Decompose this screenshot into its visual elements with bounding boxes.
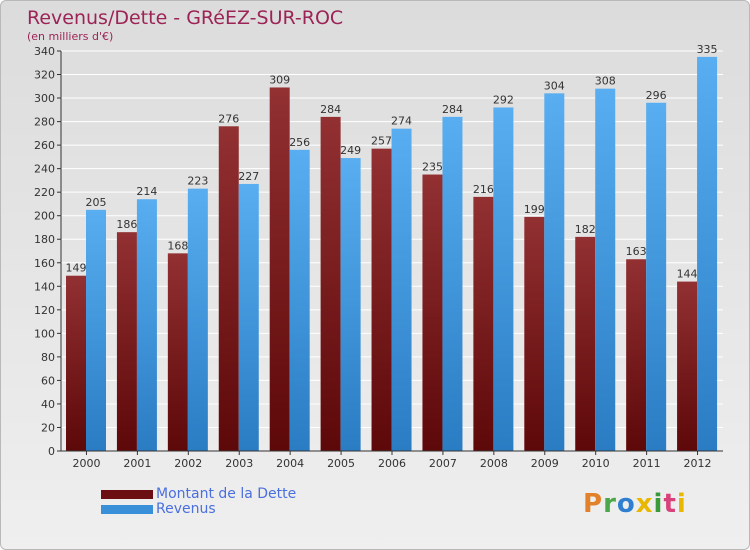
logo-letter: P (583, 489, 604, 519)
bar-dette (677, 281, 698, 451)
proxiti-logo: Proxiti (583, 489, 687, 519)
bar-dette (371, 148, 392, 451)
bar-dette (626, 259, 647, 451)
x-tick-label: 2003 (225, 457, 253, 470)
x-tick-label: 2010 (582, 457, 610, 470)
x-tick-label: 2005 (327, 457, 355, 470)
x-tick-label: 2000 (72, 457, 100, 470)
logo-letter: x (635, 489, 654, 519)
x-tick-label: 2008 (480, 457, 508, 470)
data-label-revenus: 296 (646, 89, 667, 102)
data-label-revenus: 205 (86, 196, 107, 209)
bar-revenus (544, 93, 565, 452)
bar-revenus (595, 88, 616, 451)
bar-revenus (86, 209, 106, 451)
y-tick-label: 40 (41, 398, 55, 411)
y-tick-label: 260 (34, 139, 55, 152)
y-tick-label: 60 (41, 374, 55, 387)
y-tick-label: 160 (34, 257, 55, 270)
data-label-dette: 144 (677, 268, 698, 281)
logo-letter: t (663, 489, 677, 519)
logo-letter: i (676, 489, 687, 519)
y-tick-label: 300 (34, 92, 55, 105)
y-tick-label: 200 (34, 210, 55, 223)
bar-revenus (442, 116, 463, 451)
data-label-dette: 168 (167, 239, 188, 252)
data-label-revenus: 308 (595, 75, 616, 88)
y-tick-label: 80 (41, 351, 55, 364)
logo-letter: r (603, 489, 617, 519)
chart-subtitle: (en milliers d'€) (27, 30, 114, 43)
y-tick-label: 280 (34, 116, 55, 129)
data-label-revenus: 274 (391, 115, 412, 128)
bar-revenus (391, 128, 412, 451)
x-tick-label: 2011 (633, 457, 661, 470)
bar-dette (422, 174, 443, 451)
bar-revenus (187, 188, 208, 451)
data-label-revenus: 214 (136, 185, 157, 198)
bar-dette (167, 253, 188, 451)
data-label-dette: 235 (422, 161, 443, 174)
data-label-dette: 276 (218, 112, 239, 125)
data-label-dette: 284 (320, 103, 341, 116)
bar-revenus (697, 56, 718, 451)
bar-revenus (493, 107, 514, 452)
data-label-revenus: 223 (187, 175, 208, 188)
data-label-dette: 199 (524, 203, 545, 216)
logo-letter: o (616, 489, 636, 519)
y-tick-label: 140 (34, 280, 55, 293)
y-tick-label: 0 (48, 445, 55, 458)
bar-revenus (289, 149, 310, 451)
data-label-dette: 309 (269, 73, 290, 86)
bar-dette (473, 196, 494, 451)
bar-dette (116, 232, 137, 451)
bar-revenus (340, 158, 361, 451)
legend-swatch-revenus (101, 505, 153, 514)
chart-title: Revenus/Dette - GRéEZ-SUR-ROC (27, 7, 344, 29)
data-label-dette: 163 (626, 245, 647, 258)
data-label-revenus: 304 (544, 79, 565, 92)
y-tick-label: 240 (34, 163, 55, 176)
bar-dette (575, 236, 596, 451)
x-tick-label: 2007 (429, 457, 457, 470)
y-tick-label: 320 (34, 69, 55, 82)
data-label-dette: 216 (473, 183, 494, 196)
bar-revenus (238, 183, 259, 452)
data-label-dette: 257 (371, 135, 392, 148)
bar-dette (218, 126, 239, 451)
data-label-dette: 186 (116, 218, 137, 231)
legend-label-revenus: Revenus (156, 501, 216, 517)
data-label-revenus: 284 (442, 103, 463, 116)
data-label-dette: 182 (575, 223, 596, 236)
data-label-revenus: 249 (340, 144, 361, 157)
y-tick-label: 220 (34, 186, 55, 199)
y-tick-label: 120 (34, 304, 55, 317)
y-tick-label: 180 (34, 233, 55, 246)
bar-dette (269, 87, 290, 452)
data-label-revenus: 256 (289, 136, 310, 149)
x-tick-label: 2012 (684, 457, 712, 470)
x-tick-label: 2001 (123, 457, 151, 470)
bar-dette (320, 116, 341, 451)
legend-label-dette: Montant de la Dette (156, 486, 297, 502)
bar-revenus (646, 102, 667, 451)
y-tick-label: 100 (34, 327, 55, 340)
legend-swatch-dette (101, 490, 153, 499)
x-tick-label: 2002 (174, 457, 202, 470)
logo-letter: i (653, 489, 664, 519)
data-label-revenus: 335 (697, 43, 718, 56)
data-label-revenus: 227 (238, 170, 259, 183)
data-label-revenus: 292 (493, 93, 514, 106)
y-tick-label: 340 (34, 45, 55, 58)
y-tick-label: 20 (41, 421, 55, 434)
x-tick-label: 2006 (378, 457, 406, 470)
bar-revenus (136, 199, 157, 451)
x-tick-label: 2009 (531, 457, 559, 470)
x-tick-label: 2004 (276, 457, 304, 470)
data-label-dette: 149 (66, 262, 87, 275)
bar-dette (66, 275, 86, 451)
bar-dette (524, 216, 545, 451)
